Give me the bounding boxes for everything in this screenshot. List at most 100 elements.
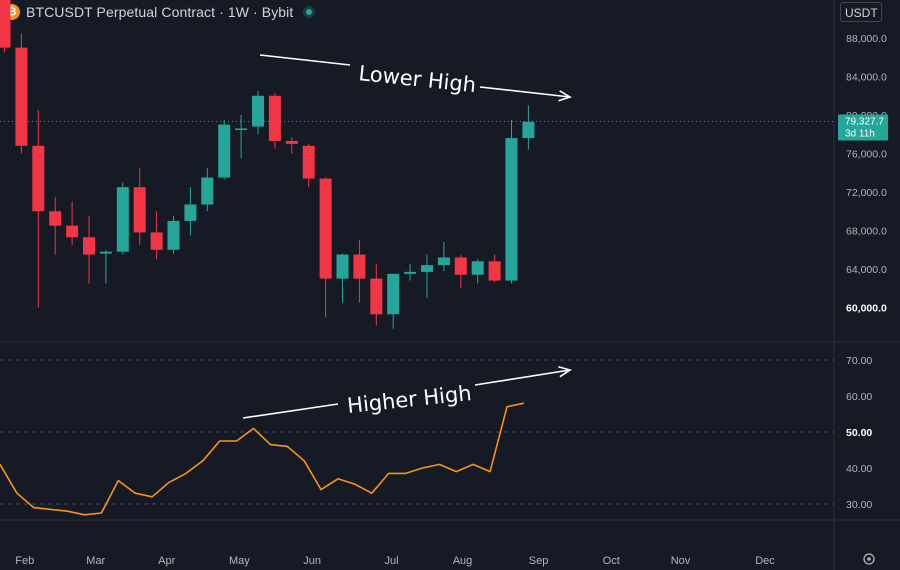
candle-body [184,204,197,221]
rsi-tick-label: 70.00 [846,355,872,367]
candle-body [387,273,400,315]
candle-body [0,0,11,48]
candles-layer [0,0,535,329]
candle [387,273,400,329]
candle [353,240,366,303]
live-dot-icon [303,6,316,18]
last-price-label: 79,327.7 3d 11h [838,114,888,141]
candle [302,143,315,188]
time-tick-label: Mar [86,555,105,567]
candle [99,249,112,284]
axis-layer: 88,000.084,000.080,000.076,000.072,000.0… [15,33,887,567]
candle [421,254,433,298]
price-tick-label: 84,000.0 [846,72,887,84]
candle [184,187,197,236]
price-tick-label: 64,000.0 [846,264,887,276]
candle [32,110,45,308]
candle-body [336,254,349,279]
candle-body [15,47,28,146]
candle [201,167,214,212]
candle-body [302,145,315,179]
rsi-tick-label: 30.00 [846,499,872,511]
candle-body [150,232,163,250]
candle-body [471,261,484,275]
time-tick-label: May [229,555,250,567]
symbol-title[interactable]: BTCUSDT Perpetual Contract · 1W · Bybit [26,4,294,20]
price-tick-label: 88,000.0 [846,33,887,45]
candle [336,253,349,303]
lower-high-label: Lower High [357,61,477,97]
lower-high-line [259,54,351,66]
candle [522,105,535,150]
rsi-tick-label: 40.00 [846,463,872,475]
candle [285,137,298,154]
candle-body [353,254,366,279]
candle [15,33,28,154]
candle [167,216,180,254]
candle-body [252,95,264,127]
time-tick-label: Feb [15,555,34,567]
currency-selector[interactable]: USDT [840,2,882,22]
candle [49,196,62,255]
candle [370,264,383,326]
candle-body [167,220,180,250]
time-tick-label: Aug [453,555,473,567]
candle [150,211,163,260]
time-tick-label: Jun [303,555,321,567]
rsi-tick-label: 60.00 [846,391,872,403]
candle-body [285,140,298,144]
candle-countdown: 3d 11h [845,128,875,139]
lower-high-arrow [479,86,572,102]
candle [319,177,332,318]
candle-body [488,261,501,281]
candle-body [133,187,146,233]
candle [0,0,11,53]
candle-body [218,124,231,178]
candle-body [454,257,467,275]
candle [268,92,281,149]
time-tick-label: Oct [603,555,620,567]
candle-body [421,265,433,272]
price-tick-label: 60,000.0 [846,303,887,315]
candle-body [404,271,417,274]
rsi-line [0,402,525,516]
candle [83,216,95,284]
candle-body [201,177,214,205]
candle-body [49,211,62,226]
candle-body [522,121,535,139]
candle [66,201,79,245]
higher-high-label: Higher High [346,381,473,418]
higher-high-line [242,403,339,419]
candle [454,254,467,289]
time-tick-label: Sep [529,555,549,567]
time-tick-label: Jul [384,555,398,567]
candle [505,119,518,284]
price-tick-label: 72,000.0 [846,187,887,199]
candle-body [99,251,112,254]
time-tick-label: Apr [158,555,175,567]
candle [218,119,231,180]
candle [437,242,450,271]
candle [235,115,248,159]
candle [252,90,264,135]
candle-body [66,225,79,238]
rsi-tick-label: 50.00 [846,427,872,439]
candle-body [116,187,129,252]
time-tick-label: Nov [671,555,691,567]
candle [133,167,146,245]
candle [471,259,484,284]
candle-body [32,145,45,212]
settings-gear-icon[interactable] [863,553,875,565]
price-tick-label: 68,000.0 [846,226,887,238]
last-price-value: 79,327.7 [845,116,884,127]
candle-body [268,95,281,141]
candle [488,254,501,283]
candle-body [83,237,95,255]
rsi-layer [0,402,525,516]
time-tick-label: Dec [755,555,775,567]
candle [116,182,129,255]
candle-body [505,138,518,281]
candle-body [437,257,450,266]
